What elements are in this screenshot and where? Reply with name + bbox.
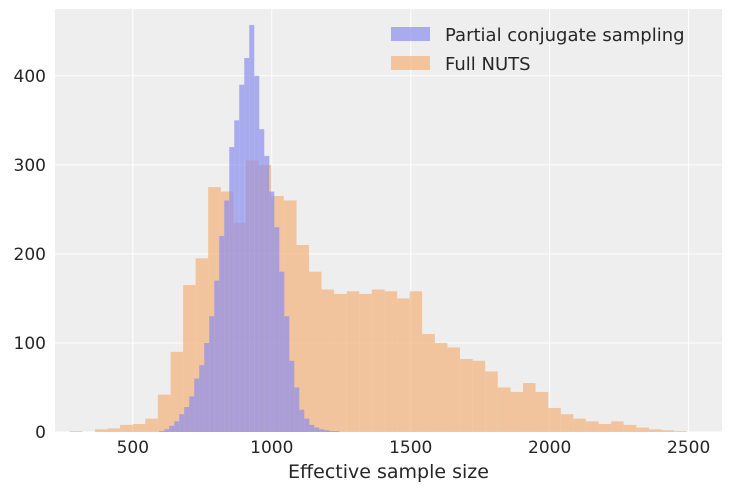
x-tick-label: 1000 [250,438,293,458]
histogram-bar [189,396,195,432]
histogram-bar [485,371,498,432]
histogram-bar [169,425,175,432]
y-tick-label: 0 [35,423,46,443]
histogram-bar [309,424,315,432]
legend-label: Partial conjugate sampling [445,25,685,46]
histogram-bar [334,431,340,432]
legend-item: Full NUTS [391,54,531,75]
histogram-bar [69,431,83,432]
histogram-bar [294,387,300,432]
histogram-bar [585,421,599,432]
x-axis-label: Effective sample size [288,461,489,483]
histogram-bar [598,423,612,432]
legend-swatch [391,56,430,70]
legend-swatch [391,27,430,41]
histogram-bars [69,25,687,433]
histogram-bar [314,427,320,432]
histogram-bar [648,429,662,432]
histogram-bar [269,191,275,432]
histogram-bar [384,291,398,432]
histogram-bar [636,427,649,432]
histogram-bar [397,298,410,432]
histogram-bar [132,423,146,432]
histogram-bar [284,316,290,432]
x-tick-label: 1500 [389,438,432,458]
x-tick-label: 2000 [528,438,571,458]
histogram-bar [254,75,260,432]
histogram-bar [170,351,184,432]
histogram-bar [209,316,215,432]
histogram-bar [229,147,235,432]
histogram-bar [145,418,158,432]
histogram-bar [249,25,255,432]
y-tick-label: 400 [14,67,46,87]
y-axis-ticks: 0 100 200 300 400 [14,67,46,443]
histogram-bar [296,244,310,432]
y-tick-label: 100 [14,334,46,354]
histogram-bar [472,360,486,432]
histogram-bar [219,236,225,432]
legend-item: Partial conjugate sampling [391,25,685,46]
histogram-bar [264,155,270,433]
histogram-bar [274,227,280,432]
histogram-bar [523,383,536,432]
x-tick-label: 500 [117,438,149,458]
histogram-bar [673,431,687,432]
histogram-bar [510,391,524,432]
histogram-bar [183,285,196,432]
histogram-bar [573,418,586,432]
x-tick-label: 2500 [667,438,710,458]
histogram-bar [334,293,347,432]
histogram-bar [623,424,637,432]
histogram-bar [329,431,335,432]
histogram-bar [409,291,423,432]
histogram-bar [164,429,170,432]
histogram-bar [224,200,230,432]
histogram-bar [611,421,624,432]
histogram-bar [214,280,220,432]
histogram-bar [289,360,295,432]
x-axis-ticks: 500 1000 1500 2000 2500 [117,438,711,458]
histogram-bar [535,391,549,432]
histogram-bar [244,57,250,433]
histogram-bar [107,428,121,432]
histogram-bar [234,120,240,432]
histogram-bar [321,289,335,432]
legend: Partial conjugate sampling Full NUTS [391,25,685,75]
histogram-bar [497,387,511,432]
y-tick-label: 300 [14,156,46,176]
histogram-bar [120,424,133,432]
histogram-bar [159,431,165,432]
histogram-bar [199,365,205,432]
histogram-bar [179,414,185,432]
histogram-bar [560,414,574,432]
histogram-bar [194,378,200,432]
legend-label: Full NUTS [445,54,531,75]
histogram-bar [319,429,325,432]
histogram-bar [239,84,245,433]
histogram-bar [459,358,473,432]
histogram-bar [279,271,285,432]
histogram-bar [304,418,310,432]
histogram-bar [184,407,190,432]
series-partial-conjugate [159,25,340,433]
histogram-bar [346,291,360,432]
histogram-bar [548,407,561,432]
histogram-bar [174,421,180,432]
histogram-bar [661,430,674,432]
histogram-bar [371,289,385,432]
histogram-bar [309,271,322,432]
histogram-bar [324,430,330,432]
histogram-bar [95,429,108,432]
histogram-bar [157,394,171,432]
histogram-bar [204,342,210,432]
histogram-bar [259,129,265,432]
histogram-bar [359,293,372,432]
histogram-bar [434,342,448,432]
histogram-bar [299,409,305,432]
histogram-bar [422,334,435,432]
y-tick-label: 200 [14,245,46,265]
histogram-bar [447,347,460,432]
